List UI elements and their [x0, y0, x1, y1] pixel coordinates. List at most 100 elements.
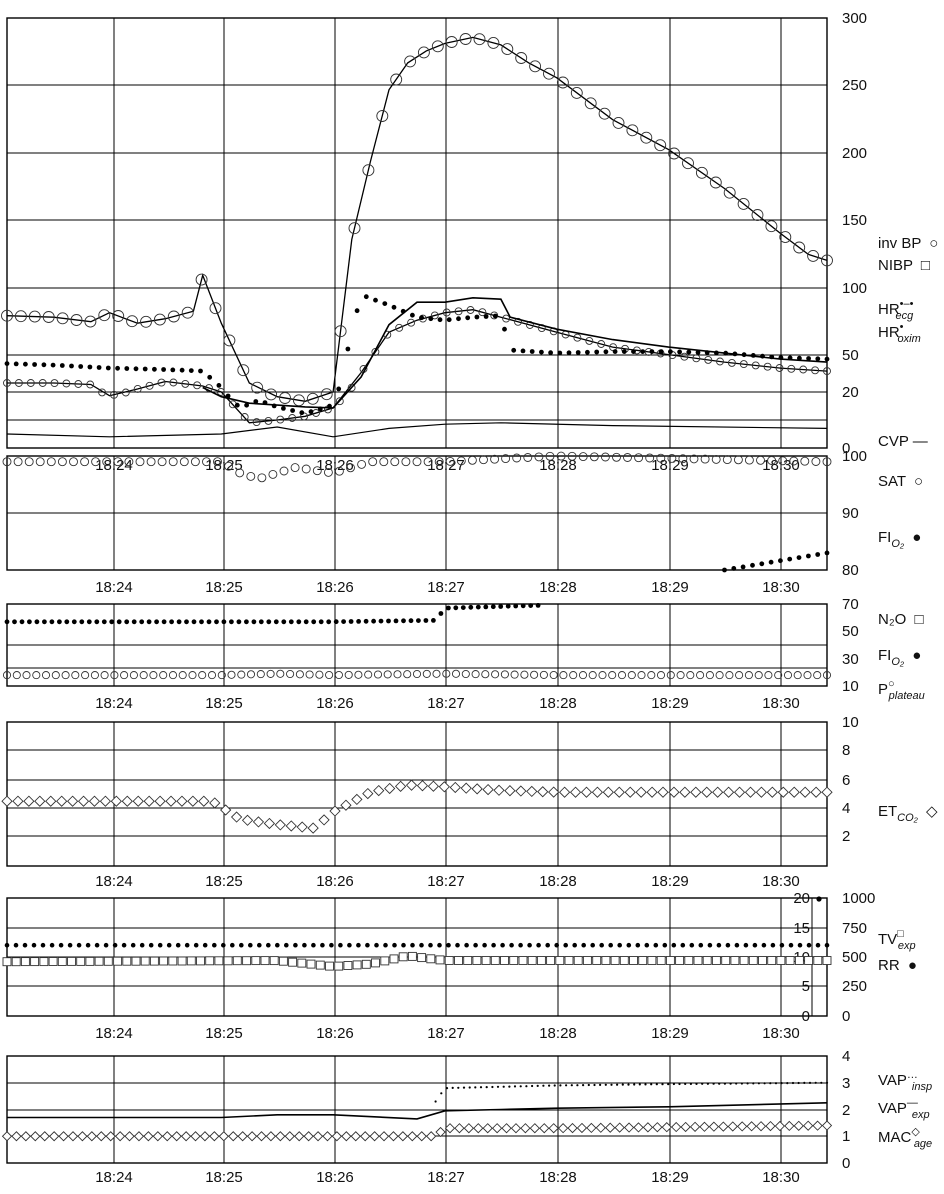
- vap-insp-point: [786, 1082, 789, 1085]
- hr-point: [391, 304, 397, 310]
- panel-5: 18:24 18:25 18:26 18:27 18:28 18:29 18:30 1000 7…: [2, 890, 875, 1042]
- sat-point: [523, 453, 533, 462]
- rr-point: [581, 942, 586, 948]
- inv-bp-point: [763, 362, 772, 371]
- etco2-point: [88, 795, 101, 807]
- tv-exp-point: [426, 954, 436, 964]
- fio2-point: [401, 618, 406, 624]
- tv-exp-point: [389, 954, 399, 964]
- p-plateau-point: [539, 670, 548, 679]
- hr-point: [539, 349, 544, 355]
- inv-bp-point: [529, 60, 542, 73]
- tv-exp-point: [140, 956, 150, 966]
- rr-point: [85, 942, 91, 948]
- mac-age-point: [803, 1120, 814, 1131]
- etco2-point: [351, 793, 363, 806]
- y-tick-label: 2: [842, 1102, 850, 1119]
- rr-point: [788, 942, 794, 948]
- p-plateau-point: [725, 671, 734, 680]
- mac-age-point: [595, 1122, 606, 1133]
- tv-exp-point: [435, 955, 445, 965]
- hr-point: [124, 366, 130, 371]
- sat-point: [24, 457, 34, 467]
- inv-bp-point: [347, 383, 356, 392]
- inv-bp-point: [26, 379, 35, 387]
- rr-point: [121, 942, 127, 948]
- sat-point: [423, 457, 433, 467]
- mac-age-point: [529, 1123, 540, 1134]
- inv-bp-point: [62, 379, 71, 388]
- rr-point: [536, 942, 541, 948]
- mac-age-point: [746, 1121, 757, 1132]
- x-tick-label: 18:25: [205, 873, 243, 890]
- vap-insp-point: [735, 1082, 738, 1085]
- legend-2: SAT ○ FIO₂ ●: [878, 473, 923, 550]
- inv-bp-point: [195, 273, 208, 286]
- inv-bp-point: [501, 43, 514, 56]
- mac-age-point: [114, 1131, 126, 1142]
- hr-point: [437, 317, 443, 323]
- inv-bp-point: [417, 46, 430, 59]
- x-tick-label: 18:24: [95, 1169, 133, 1186]
- p-plateau-point: [12, 671, 21, 680]
- hr-point: [492, 313, 498, 319]
- sat-point: [434, 457, 444, 467]
- p-plateau-point: [149, 671, 158, 680]
- fio2-point: [303, 619, 309, 625]
- legend-entry: inv BP ○: [878, 235, 938, 252]
- p-plateau-point: [481, 670, 490, 679]
- p-plateau-point: [676, 671, 685, 680]
- p-plateau-point: [207, 671, 217, 680]
- x-tick-label: 18:28: [539, 1025, 577, 1042]
- vap-insp-point: [542, 1084, 545, 1087]
- y-tick-label: 750: [842, 920, 867, 937]
- tv-exp-point: [278, 956, 288, 966]
- fio2-point: [109, 619, 115, 625]
- etco2-point: [460, 782, 472, 794]
- vap-insp-point: [616, 1083, 619, 1086]
- fio2-point: [363, 618, 369, 624]
- etco2-point: [569, 786, 582, 798]
- vap-insp-point: [570, 1084, 573, 1087]
- inv-bp-point: [502, 314, 511, 323]
- p-plateau-point: [2, 671, 12, 680]
- hr-point: [198, 368, 203, 374]
- hr-point: [649, 349, 655, 354]
- hr-point: [603, 349, 609, 355]
- etco2-point: [241, 814, 254, 826]
- sat-point: [235, 468, 245, 478]
- rr-point: [13, 942, 19, 948]
- etco2-point: [154, 795, 166, 807]
- y-tick-label: 50: [842, 623, 859, 640]
- p-plateau-point: [549, 670, 558, 680]
- rr-point: [824, 942, 830, 948]
- mac-age-point: [237, 1131, 248, 1142]
- sat-point: [600, 452, 610, 462]
- inv-bp-point: [407, 318, 416, 327]
- inv-bp-point: [181, 306, 194, 319]
- sat-point: [312, 466, 322, 476]
- fio2-point: [206, 619, 212, 625]
- hr-point: [723, 350, 729, 356]
- etco2-point: [482, 783, 494, 796]
- etco2-point: [416, 780, 429, 792]
- legend-entry: FIO₂ ●: [878, 529, 921, 550]
- fio2-point: [236, 619, 242, 625]
- etco2-point: [690, 786, 702, 798]
- mac-age-point: [793, 1120, 804, 1131]
- mac-age-point: [623, 1122, 635, 1133]
- inv-bp-point: [430, 311, 439, 320]
- mac-age-point: [774, 1120, 786, 1132]
- fio2-point: [446, 605, 451, 611]
- fio2-point: [199, 619, 204, 625]
- vap-insp-point: [689, 1082, 693, 1085]
- sat-point: [578, 452, 588, 462]
- legend-entry: VAP— exp: [878, 1097, 930, 1121]
- tv-exp-point: [711, 956, 721, 965]
- p-plateau-point: [735, 671, 744, 680]
- tv-exp-point: [2, 957, 12, 967]
- vap-insp-point: [706, 1082, 710, 1085]
- series-cvp-line: [6, 422, 828, 438]
- fio2-point: [34, 619, 40, 625]
